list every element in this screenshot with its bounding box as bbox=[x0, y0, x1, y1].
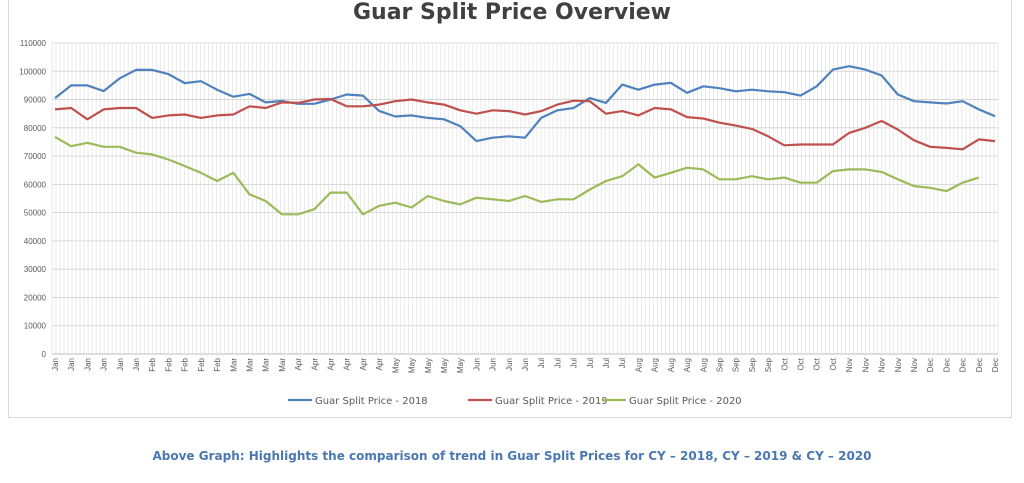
x-tick-label: Jan bbox=[116, 358, 125, 371]
y-tick-label: 0 bbox=[42, 350, 47, 359]
legend-label: Guar Split Price - 2020 bbox=[629, 396, 742, 407]
x-tick-label: Aug bbox=[651, 358, 660, 372]
x-tick-label: Aug bbox=[667, 358, 676, 372]
x-tick-label: May bbox=[408, 358, 417, 373]
x-tick-label: Jul bbox=[537, 358, 546, 368]
x-tick-label: Jul bbox=[570, 358, 579, 368]
x-tick-label: Jul bbox=[553, 358, 562, 368]
x-tick-label: Jun bbox=[472, 358, 481, 371]
x-tick-label: Dec bbox=[942, 358, 951, 372]
x-tick-label: Apr bbox=[343, 358, 352, 371]
y-tick-label: 50000 bbox=[24, 209, 47, 218]
x-tick-label: Feb bbox=[148, 357, 157, 371]
x-tick-label: Feb bbox=[181, 357, 190, 371]
x-tick-label: Jul bbox=[602, 358, 611, 368]
x-tick-label: Nov bbox=[878, 358, 887, 372]
x-tick-label: Apr bbox=[310, 358, 319, 371]
y-tick-label: 20000 bbox=[24, 293, 47, 302]
y-tick-label: 10000 bbox=[24, 322, 47, 331]
x-tick-label: Jul bbox=[586, 358, 595, 368]
legend-label: Guar Split Price - 2018 bbox=[315, 396, 428, 407]
series-line-2020 bbox=[54, 135, 980, 216]
line-chart: 0 10000 20000 30000 40000 50000 60000 70000 8000… bbox=[19, 39, 1000, 407]
x-tick-label: Dec bbox=[959, 358, 968, 372]
x-tick-label: Apr bbox=[375, 358, 384, 371]
x-tick-label: Jan bbox=[100, 358, 109, 371]
x-tick-label: Aug bbox=[634, 358, 643, 372]
y-tick-label: 60000 bbox=[24, 180, 47, 189]
y-tick-label: 100000 bbox=[19, 67, 46, 76]
x-tick-label: Dec bbox=[975, 358, 984, 372]
x-tick-label: Oct bbox=[780, 357, 789, 370]
x-tick-label: Nov bbox=[845, 358, 854, 372]
x-tick-label: Sep bbox=[715, 357, 724, 372]
x-tick-label: Mar bbox=[245, 358, 254, 372]
x-tick-label: Feb bbox=[197, 357, 206, 371]
x-tick-label: Aug bbox=[699, 358, 708, 372]
x-tick-label: Jul bbox=[618, 358, 627, 368]
chart-frame bbox=[8, 0, 1012, 418]
x-tick-label: Feb bbox=[213, 357, 222, 371]
x-tick-label: Nov bbox=[894, 358, 903, 372]
x-tick-label: May bbox=[391, 358, 400, 373]
series-line-2019 bbox=[54, 97, 996, 151]
x-tick-label: Feb bbox=[164, 357, 173, 371]
grid-lines bbox=[51, 42, 999, 355]
y-tick-label: 90000 bbox=[24, 96, 47, 105]
x-tick-label: Oct bbox=[797, 357, 806, 370]
x-tick-label: Mar bbox=[262, 358, 271, 372]
x-tick-label: Mar bbox=[229, 358, 238, 372]
x-tick-label: Mar bbox=[278, 358, 287, 372]
legend-item: Guar Split Price - 2018 bbox=[288, 396, 428, 407]
y-tick-label: 70000 bbox=[24, 152, 47, 161]
y-tick-label: 30000 bbox=[24, 265, 47, 274]
x-tick-label: Sep bbox=[748, 357, 757, 372]
legend-item: Guar Split Price - 2020 bbox=[602, 396, 742, 407]
x-tick-label: Nov bbox=[910, 358, 919, 372]
x-tick-label: May bbox=[440, 358, 449, 373]
series-line-2018 bbox=[54, 65, 996, 143]
x-tick-label: Oct bbox=[813, 357, 822, 370]
x-tick-label: Apr bbox=[327, 358, 336, 371]
x-tick-label: Sep bbox=[732, 357, 741, 372]
x-tick-label: Dec bbox=[926, 358, 935, 372]
x-tick-label: Nov bbox=[861, 358, 870, 372]
x-tick-label: Jan bbox=[51, 358, 60, 371]
legend-item: Guar Split Price - 2019 bbox=[468, 396, 608, 407]
x-tick-label: Apr bbox=[359, 358, 368, 371]
x-tick-label: May bbox=[424, 358, 433, 373]
x-tick-label: Jan bbox=[67, 358, 76, 371]
x-tick-label: Sep bbox=[764, 357, 773, 372]
y-tick-label: 80000 bbox=[24, 124, 47, 133]
x-tick-label: Jun bbox=[521, 358, 530, 371]
x-tick-label: Aug bbox=[683, 358, 692, 372]
x-tick-label: Jan bbox=[132, 358, 141, 371]
x-tick-label: Apr bbox=[294, 358, 303, 371]
x-tick-label: Oct bbox=[829, 357, 838, 370]
x-tick-label: May bbox=[456, 358, 465, 373]
legend-label: Guar Split Price - 2019 bbox=[495, 396, 608, 407]
y-tick-label: 110000 bbox=[20, 39, 47, 48]
x-tick-label: Jan bbox=[83, 358, 92, 371]
chart-title: Guar Split Price Overview bbox=[352, 0, 671, 25]
chart-caption: Above Graph: Highlights the comparison o… bbox=[152, 449, 872, 463]
x-tick-label: Dec bbox=[991, 358, 1000, 372]
x-tick-label: Jun bbox=[505, 358, 514, 371]
x-tick-label: Jun bbox=[489, 358, 498, 371]
y-tick-label: 40000 bbox=[24, 237, 47, 246]
